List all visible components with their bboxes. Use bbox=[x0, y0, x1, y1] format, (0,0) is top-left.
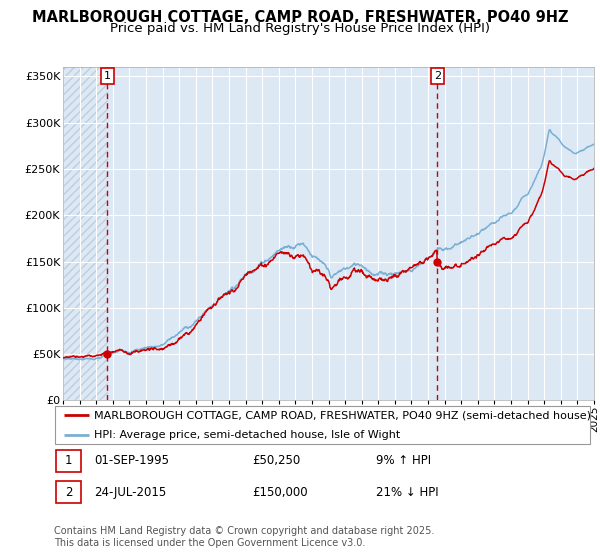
Text: Price paid vs. HM Land Registry's House Price Index (HPI): Price paid vs. HM Land Registry's House … bbox=[110, 22, 490, 35]
Bar bbox=[63, 67, 108, 400]
FancyBboxPatch shape bbox=[56, 450, 82, 472]
Text: 01-SEP-1995: 01-SEP-1995 bbox=[94, 454, 169, 468]
Text: £150,000: £150,000 bbox=[253, 486, 308, 498]
FancyBboxPatch shape bbox=[55, 407, 590, 444]
FancyBboxPatch shape bbox=[56, 481, 82, 503]
Text: 1: 1 bbox=[65, 454, 72, 468]
Text: 9% ↑ HPI: 9% ↑ HPI bbox=[376, 454, 431, 468]
Text: 2: 2 bbox=[65, 486, 72, 498]
Text: HPI: Average price, semi-detached house, Isle of Wight: HPI: Average price, semi-detached house,… bbox=[94, 430, 401, 440]
Text: 21% ↓ HPI: 21% ↓ HPI bbox=[376, 486, 439, 498]
Text: 2: 2 bbox=[434, 71, 441, 81]
Text: MARLBOROUGH COTTAGE, CAMP ROAD, FRESHWATER, PO40 9HZ (semi-detached house): MARLBOROUGH COTTAGE, CAMP ROAD, FRESHWAT… bbox=[94, 410, 591, 421]
Text: 1: 1 bbox=[104, 71, 111, 81]
Text: 24-JUL-2015: 24-JUL-2015 bbox=[94, 486, 167, 498]
Text: MARLBOROUGH COTTAGE, CAMP ROAD, FRESHWATER, PO40 9HZ: MARLBOROUGH COTTAGE, CAMP ROAD, FRESHWAT… bbox=[32, 10, 568, 25]
Text: £50,250: £50,250 bbox=[253, 454, 301, 468]
Text: Contains HM Land Registry data © Crown copyright and database right 2025.
This d: Contains HM Land Registry data © Crown c… bbox=[54, 526, 434, 548]
